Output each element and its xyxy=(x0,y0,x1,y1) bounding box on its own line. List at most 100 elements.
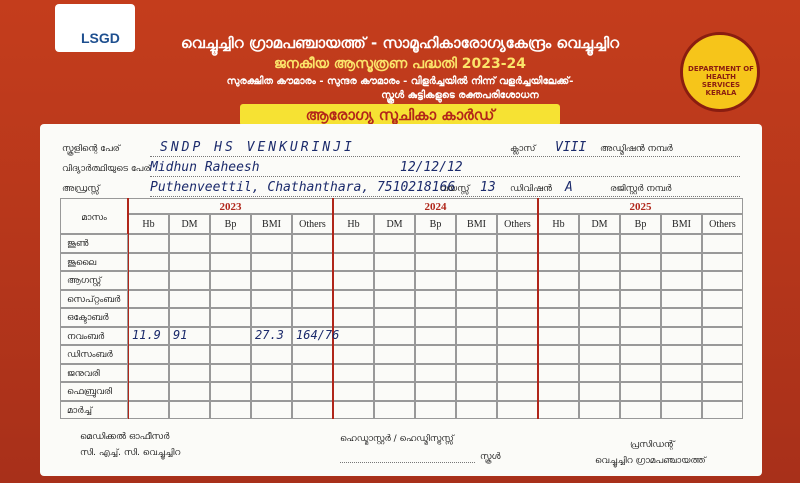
field-label: അഡ്രസ്സ് xyxy=(62,184,100,194)
handwritten-entry: 27.3 xyxy=(255,327,284,342)
footer-text: പ്രസിഡന്റ് xyxy=(630,440,675,450)
table-cell xyxy=(620,289,661,308)
side-field: 13 xyxy=(480,180,496,195)
table-cell xyxy=(579,308,620,327)
table-cell xyxy=(210,271,251,290)
month-label: സെപ്റ്റംബർ xyxy=(60,289,128,308)
table-cell xyxy=(579,382,620,401)
table-cell xyxy=(333,252,374,271)
column-header: BMI xyxy=(251,214,292,234)
month-label: ആഗസ്റ്റ് xyxy=(60,271,128,290)
card xyxy=(40,124,762,476)
column-header: Bp xyxy=(620,214,661,234)
table-cell xyxy=(251,382,292,401)
table-cell xyxy=(579,252,620,271)
column-header: DM xyxy=(579,214,620,234)
table-cell xyxy=(374,326,415,345)
table-cell xyxy=(661,363,702,382)
table-cell xyxy=(497,308,538,327)
table-cell xyxy=(333,289,374,308)
table-cell xyxy=(128,271,169,290)
table-cell xyxy=(702,345,743,364)
table-cell xyxy=(661,326,702,345)
year-divider xyxy=(127,198,129,419)
table-cell xyxy=(169,308,210,327)
table-cell xyxy=(702,400,743,419)
table-cell xyxy=(620,308,661,327)
table-cell xyxy=(128,308,169,327)
table-cell xyxy=(497,234,538,253)
table-cell xyxy=(292,400,333,419)
table-cell xyxy=(538,382,579,401)
footer-text: വെച്ചൂച്ചിറ ഗ്രാമപഞ്ചായത്ത് xyxy=(595,456,706,466)
table-cell xyxy=(415,289,456,308)
footer-text: സ്കൂൾ xyxy=(480,452,501,462)
table-cell xyxy=(538,234,579,253)
table-cell xyxy=(415,326,456,345)
table-cell xyxy=(661,345,702,364)
table-cell xyxy=(456,326,497,345)
table-cell xyxy=(497,289,538,308)
table-cell xyxy=(702,363,743,382)
table-cell xyxy=(579,363,620,382)
header-title: വെച്ചൂച്ചിറ ഗ്രാമപഞ്ചായത്ത് - സാമൂഹികാരോ… xyxy=(180,34,620,52)
table-cell xyxy=(374,252,415,271)
column-header: BMI xyxy=(661,214,702,234)
table-cell xyxy=(702,289,743,308)
table-cell xyxy=(415,252,456,271)
table-cell xyxy=(333,271,374,290)
field-line xyxy=(150,176,740,177)
table-cell xyxy=(251,271,292,290)
header-note: സ്കൂൾ കുട്ടികളുടെ രക്തപരിശോധന xyxy=(381,90,539,101)
table-cell xyxy=(661,289,702,308)
table-cell xyxy=(210,308,251,327)
column-header: Bp xyxy=(415,214,456,234)
table-cell xyxy=(620,234,661,253)
table-cell xyxy=(210,363,251,382)
table-cell xyxy=(415,382,456,401)
table-cell xyxy=(661,252,702,271)
table-cell xyxy=(333,382,374,401)
table-cell xyxy=(128,345,169,364)
table-cell xyxy=(169,271,210,290)
header-subtitle: ജനകീയ ആസൂത്രണ പദ്ധതി 2023-24 xyxy=(273,56,526,72)
table-cell xyxy=(251,326,292,345)
table-cell xyxy=(661,308,702,327)
table-cell xyxy=(251,289,292,308)
table-cell xyxy=(497,326,538,345)
table-cell xyxy=(292,308,333,327)
lsgd-logo: LSGD xyxy=(55,4,135,52)
side-field: A xyxy=(565,180,573,195)
table-cell xyxy=(128,382,169,401)
table-cell xyxy=(661,234,702,253)
side-field: അഡ്മിഷൻ നമ്പർ xyxy=(600,144,673,154)
table-cell xyxy=(702,234,743,253)
footer-text: മെഡിക്കൽ ഓഫീസർ xyxy=(80,432,170,442)
table-cell xyxy=(210,345,251,364)
table-cell xyxy=(333,363,374,382)
month-label: മാർച്ച് xyxy=(60,400,128,419)
table-cell xyxy=(702,326,743,345)
table-cell xyxy=(579,271,620,290)
table-cell xyxy=(579,326,620,345)
table-cell xyxy=(374,400,415,419)
table-cell xyxy=(128,289,169,308)
table-cell xyxy=(702,271,743,290)
table-cell xyxy=(415,345,456,364)
table-cell xyxy=(374,271,415,290)
handwritten-entry: 91 xyxy=(173,327,188,342)
table-cell xyxy=(169,289,210,308)
table-cell xyxy=(538,289,579,308)
table-cell xyxy=(374,363,415,382)
month-label: ഫെബ്രുവരി xyxy=(60,382,128,401)
table-cell xyxy=(169,400,210,419)
year-header: 2023 xyxy=(128,198,333,214)
table-cell xyxy=(292,289,333,308)
table-cell xyxy=(456,363,497,382)
table-cell xyxy=(538,363,579,382)
table-cell xyxy=(538,400,579,419)
column-header: Hb xyxy=(538,214,579,234)
table-cell xyxy=(333,234,374,253)
footer-text: സി. എച്ച്. സി. വെച്ചൂച്ചിറ xyxy=(80,448,181,458)
